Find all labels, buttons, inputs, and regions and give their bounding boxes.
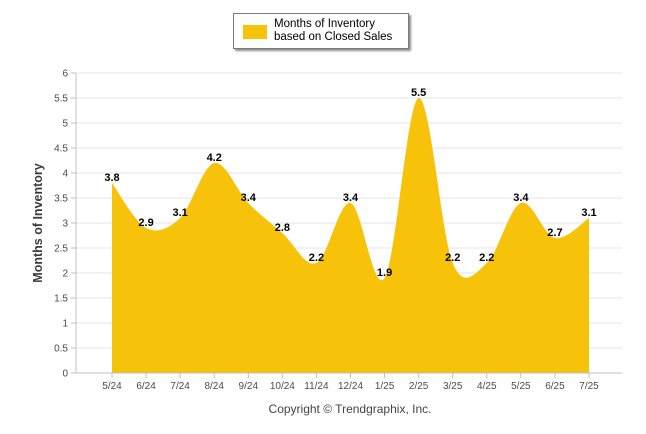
data-label: 5.5 bbox=[411, 87, 426, 99]
data-label: 2.2 bbox=[479, 252, 494, 264]
area-series bbox=[112, 97, 589, 374]
x-tick-label: 4/25 bbox=[477, 381, 497, 392]
data-label: 2.9 bbox=[138, 217, 153, 229]
y-axis-title: Months of Inventory bbox=[31, 163, 45, 282]
x-tick-label: 10/24 bbox=[270, 381, 295, 392]
data-label: 3.4 bbox=[343, 192, 359, 204]
data-label: 3.4 bbox=[241, 192, 257, 204]
y-tick-label: 4 bbox=[62, 169, 68, 180]
x-tick-label: 9/24 bbox=[239, 381, 259, 392]
x-tick-label: 2/25 bbox=[409, 381, 429, 392]
y-tick-label: 2 bbox=[62, 269, 68, 280]
legend-label: Months of Inventory based on Closed Sale… bbox=[274, 18, 393, 43]
y-tick-label: 2.5 bbox=[54, 244, 68, 255]
y-tick-label: 4.5 bbox=[54, 144, 68, 155]
y-tick-label: 5.5 bbox=[54, 94, 68, 105]
y-tick-label: 6 bbox=[62, 69, 68, 80]
data-label: 3.1 bbox=[172, 207, 187, 219]
x-tick-label: 12/24 bbox=[338, 381, 363, 392]
data-label: 2.2 bbox=[309, 252, 324, 264]
legend-swatch bbox=[243, 25, 267, 39]
y-tick-label: 0 bbox=[62, 369, 68, 380]
y-tick-label: 3.5 bbox=[54, 194, 68, 205]
copyright-text: Copyright © Trendgraphix, Inc. bbox=[268, 402, 432, 416]
data-label: 2.7 bbox=[547, 227, 562, 239]
x-tick-label: 5/25 bbox=[511, 381, 531, 392]
x-tick-label: 6/25 bbox=[545, 381, 565, 392]
data-label: 3.8 bbox=[104, 172, 119, 184]
x-tick-label: 5/24 bbox=[102, 381, 122, 392]
data-label: 4.2 bbox=[207, 152, 222, 164]
x-tick-label: 3/25 bbox=[443, 381, 463, 392]
x-tick-label: 6/24 bbox=[136, 381, 156, 392]
y-tick-label: 5 bbox=[62, 119, 68, 130]
data-label: 2.8 bbox=[275, 222, 290, 234]
x-tick-label: 7/25 bbox=[579, 381, 599, 392]
data-label: 3.1 bbox=[581, 207, 596, 219]
data-label: 1.9 bbox=[377, 267, 392, 279]
y-tick-label: 3 bbox=[62, 219, 68, 230]
y-tick-label: 1.5 bbox=[54, 294, 68, 305]
y-tick-label: 1 bbox=[62, 319, 68, 330]
x-tick-label: 1/25 bbox=[375, 381, 395, 392]
x-tick-label: 8/24 bbox=[204, 381, 224, 392]
legend: Months of Inventory based on Closed Sale… bbox=[233, 13, 409, 49]
y-tick-label: 0.5 bbox=[54, 344, 68, 355]
data-label: 3.4 bbox=[513, 192, 529, 204]
x-tick-label: 7/24 bbox=[170, 381, 190, 392]
x-tick-label: 11/24 bbox=[304, 381, 329, 392]
data-label: 2.2 bbox=[445, 252, 460, 264]
